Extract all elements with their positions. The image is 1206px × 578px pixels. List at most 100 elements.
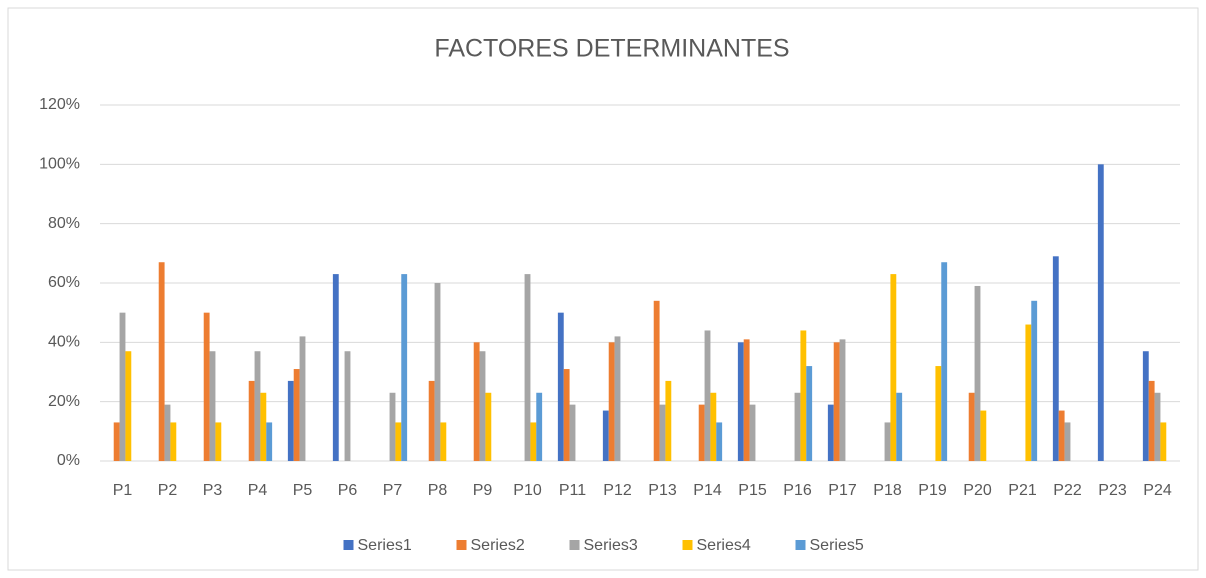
bar xyxy=(530,422,537,461)
x-tick-label: P15 xyxy=(738,482,767,499)
x-tick-label: P23 xyxy=(1098,482,1127,499)
legend-swatch xyxy=(569,540,580,550)
bar xyxy=(401,274,408,461)
bar xyxy=(434,283,441,461)
bar xyxy=(608,342,615,461)
y-tick-label: 120% xyxy=(39,96,80,113)
y-tick-label: 40% xyxy=(48,334,80,351)
bar xyxy=(704,330,711,461)
bar xyxy=(248,380,255,461)
legend-label: Series4 xyxy=(697,537,751,554)
bar xyxy=(254,351,261,461)
bar xyxy=(653,300,660,461)
bar xyxy=(710,392,717,461)
bar xyxy=(1058,410,1065,461)
bar xyxy=(113,422,120,461)
legend-swatch xyxy=(795,540,806,550)
bar xyxy=(170,422,177,461)
x-tick-label: P4 xyxy=(248,482,268,499)
bar xyxy=(602,410,609,461)
bar xyxy=(344,351,351,461)
bar xyxy=(209,351,216,461)
bar xyxy=(1031,300,1038,461)
x-tick-label: P1 xyxy=(113,482,133,499)
y-tick-label: 20% xyxy=(48,393,80,410)
bar xyxy=(941,262,948,461)
bar xyxy=(659,404,666,461)
x-tick-label: P19 xyxy=(918,482,947,499)
x-tick-label: P7 xyxy=(383,482,403,499)
bar xyxy=(665,380,672,461)
bar xyxy=(266,422,273,461)
bar xyxy=(473,342,480,461)
bar xyxy=(974,285,981,461)
bar xyxy=(557,312,564,461)
bar xyxy=(1160,422,1167,461)
bar xyxy=(299,336,306,461)
x-tick-label: P6 xyxy=(338,482,358,499)
bar xyxy=(563,369,570,461)
bar xyxy=(833,342,840,461)
bar xyxy=(1097,164,1104,462)
bar xyxy=(1052,256,1059,461)
bar xyxy=(935,366,942,461)
bar xyxy=(203,312,210,461)
x-tick-label: P14 xyxy=(693,482,722,499)
bar xyxy=(1142,351,1149,461)
bar xyxy=(395,422,402,461)
y-tick-label: 0% xyxy=(57,452,80,469)
bar xyxy=(389,392,396,461)
bar xyxy=(743,339,750,461)
bar xyxy=(440,422,447,461)
bar xyxy=(698,404,705,461)
x-tick-label: P8 xyxy=(428,482,448,499)
chart-border xyxy=(7,7,1199,571)
legend-swatch xyxy=(343,540,354,550)
bar xyxy=(485,392,492,461)
bar xyxy=(614,336,621,461)
bar xyxy=(839,339,846,461)
bar xyxy=(1025,324,1032,461)
bar xyxy=(293,369,300,461)
x-tick-label: P2 xyxy=(158,482,178,499)
y-tick-label: 80% xyxy=(48,215,80,232)
x-tick-label: P10 xyxy=(513,482,542,499)
x-tick-label: P22 xyxy=(1053,482,1082,499)
y-tick-label: 100% xyxy=(39,156,80,173)
legend-label: Series5 xyxy=(810,537,864,554)
x-tick-label: P12 xyxy=(603,482,632,499)
bar xyxy=(164,404,171,461)
x-tick-label: P16 xyxy=(783,482,812,499)
bar xyxy=(479,351,486,461)
x-tick-label: P18 xyxy=(873,482,902,499)
bar xyxy=(827,404,834,461)
bar xyxy=(332,274,339,461)
x-tick-label: P5 xyxy=(293,482,313,499)
legend-label: Series3 xyxy=(584,537,638,554)
bar xyxy=(524,274,531,461)
bar xyxy=(287,380,294,461)
x-tick-label: P24 xyxy=(1143,482,1172,499)
bar xyxy=(749,404,756,461)
bar xyxy=(569,404,576,461)
x-tick-label: P17 xyxy=(828,482,857,499)
legend-swatch xyxy=(456,540,467,550)
bar xyxy=(158,262,165,461)
x-tick-label: P3 xyxy=(203,482,223,499)
legend-label: Series2 xyxy=(471,537,525,554)
bar xyxy=(980,410,987,461)
bar xyxy=(1154,392,1161,461)
bar xyxy=(1064,422,1071,461)
bar xyxy=(125,351,132,461)
bar xyxy=(794,392,801,461)
x-tick-label: P11 xyxy=(559,482,586,499)
bar xyxy=(890,274,897,461)
bar xyxy=(896,392,903,461)
bar xyxy=(536,392,543,461)
bar xyxy=(800,330,807,461)
bar xyxy=(968,392,975,461)
x-tick-label: P21 xyxy=(1008,482,1037,499)
y-tick-label: 60% xyxy=(48,274,80,291)
x-tick-label: P13 xyxy=(648,482,677,499)
bar xyxy=(119,312,126,461)
